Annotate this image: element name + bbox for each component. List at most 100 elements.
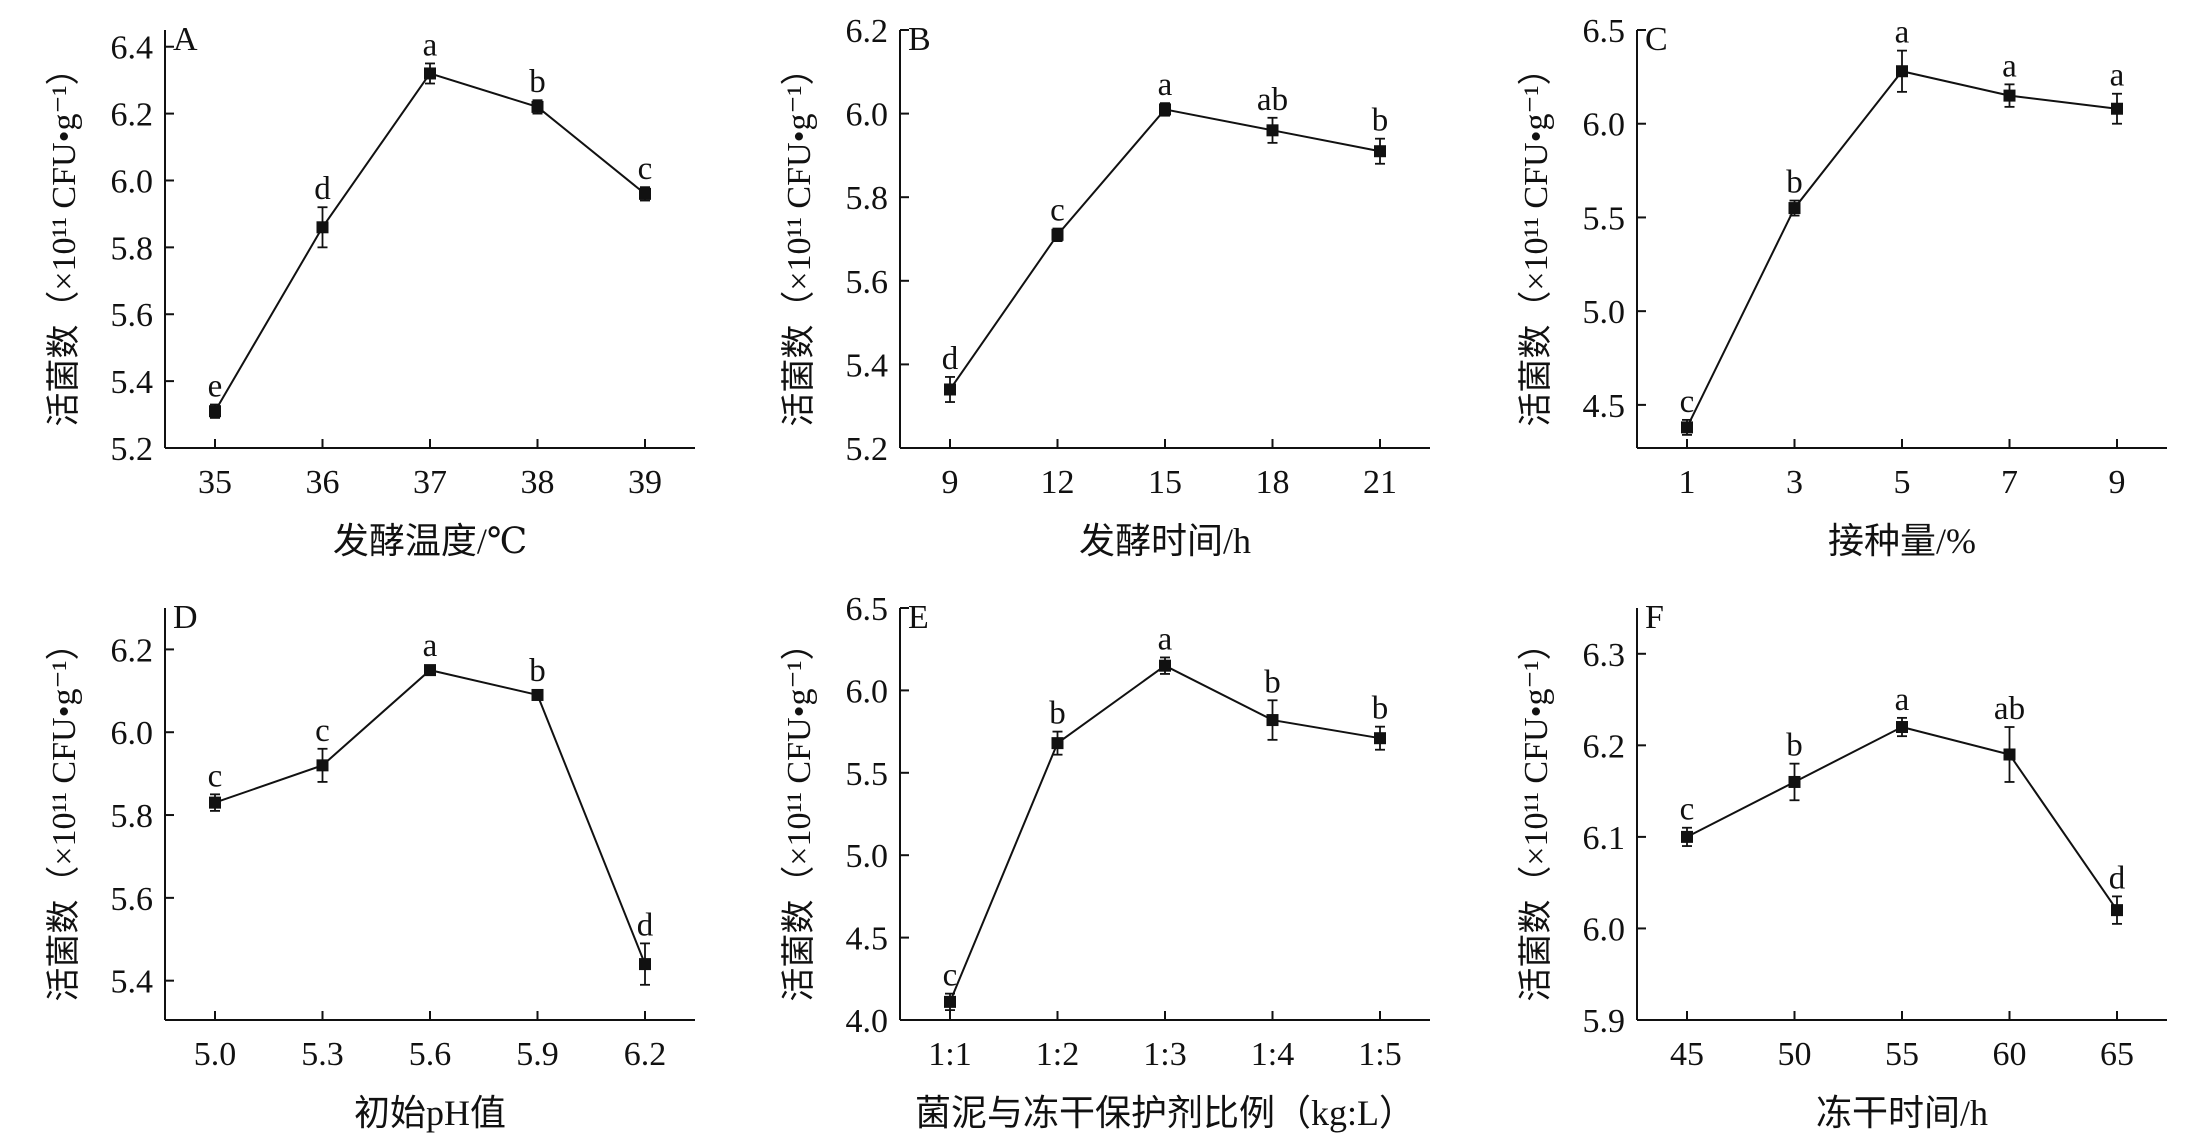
chart-b-xlabel: 发酵时间/h [1079,521,1251,561]
chart-c-data-point [1788,202,1801,215]
chart-d-ytick-label: 5.6 [111,881,154,918]
chart-f-ytick-label: 6.3 [1583,637,1626,674]
chart-d-xtick-label: 5.9 [516,1036,559,1073]
chart-c-data-point [2003,89,2016,102]
chart-f-ytick-label: 6.2 [1583,728,1626,765]
chart-a-sig-label: c [638,151,653,187]
chart-e-xtick-label: 1:2 [1036,1036,1079,1073]
chart-e-ytick-label: 6.0 [846,673,889,710]
chart-e-xtick-label: 1:5 [1358,1036,1401,1073]
chart-b-sig-label: d [942,341,959,377]
chart-b-data-point [1159,103,1171,116]
chart-b-xtick-label: 15 [1148,464,1182,501]
chart-a-ytick-label: 5.2 [111,431,154,468]
chart-f-xtick-label: 60 [1993,1036,2027,1073]
chart-e-ytick-label: 4.0 [846,1003,889,1040]
chart-a-data-point [639,187,651,200]
chart-e: 4.0 4.5 5.0 5.5 6.0 6.5 1:1 1:2 1:3 1:4 1:5 菌泥与冻干保护… [780,591,1430,1133]
chart-e-data-point [1266,714,1279,727]
chart-b-sig-label: a [1158,67,1173,103]
chart-b: 5.2 5.4 5.6 5.8 6.0 6.2 9 12 15 18 21 发酵时间/h 活菌数（×10… [780,13,1430,561]
chart-a-panel-letter: A [173,21,198,58]
chart-e-ytick-label: 5.5 [846,756,889,793]
chart-f-sig-label: a [1895,682,1910,718]
chart-e-data-point [1374,732,1386,745]
chart-a-sig-label: b [529,64,546,100]
chart-a-ytick-label: 5.8 [111,230,154,267]
chart-b-sig-label: b [1372,103,1389,139]
chart-d-ytick-label: 6.0 [111,715,154,752]
chart-e-series-line [949,664,1381,1003]
chart-d-sig-label: d [637,907,654,943]
chart-a-xtick-label: 35 [198,464,232,501]
chart-c-xlabel: 接种量/% [1828,521,1976,561]
chart-b-ytick-label: 5.4 [846,347,889,384]
chart-c-ylabel: 活菌数（×10¹¹ CFU•g⁻¹） [1517,51,1555,426]
chart-c-series-line [1686,70,2118,428]
chart-a-ylabel: 活菌数（×10¹¹ CFU•g⁻¹） [45,51,83,426]
chart-a-ytick-label: 5.4 [111,364,154,401]
chart-c-ytick-label: 4.5 [1583,388,1626,425]
chart-e-sig-label: c [943,958,958,994]
chart-f-xtick-label: 65 [2100,1036,2134,1073]
chart-e-sig-label: b [1049,696,1066,732]
chart-f-sig-label: d [2109,860,2126,896]
chart-a-xtick-label: 39 [628,464,662,501]
chart-b-panel-letter: B [908,21,931,58]
chart-e-data-point [944,995,956,1008]
chart-b-data-point [944,383,956,396]
chart-d-xtick-label: 5.3 [301,1036,344,1073]
chart-c: 4.5 5.0 5.5 6.0 6.5 1 3 5 7 9 接种量/% 活菌数（×10¹¹ CFU•g… [1517,13,2167,561]
chart-f-ytick-label: 6.1 [1583,820,1626,857]
chart-a-sig-label: d [314,171,331,207]
chart-c-xtick-label: 9 [2109,464,2126,501]
chart-b-ytick-label: 6.0 [846,97,889,134]
chart-e-xtick-label: 1:3 [1143,1036,1186,1073]
chart-d-ytick-label: 5.4 [111,964,154,1001]
chart-e-data-point [1051,737,1064,750]
chart-a-data-point [531,100,544,113]
chart-e-ytick-label: 5.0 [846,838,889,875]
chart-c-data-point [2111,102,2123,115]
chart-f-data-point [2111,904,2123,917]
chart-d-xlabel: 初始pH值 [354,1093,506,1133]
chart-c-sig-label: a [1895,15,1910,51]
chart-c-xtick-label: 1 [1679,464,1696,501]
chart-c-ytick-label: 5.5 [1583,200,1626,237]
chart-e-data-point [1159,659,1171,672]
chart-f-xtick-label: 55 [1885,1036,1919,1073]
chart-d-ytick-label: 5.8 [111,798,154,835]
chart-d-ylabel: 活菌数（×10¹¹ CFU•g⁻¹） [45,626,83,1001]
chart-f-ytick-label: 6.0 [1583,911,1626,948]
chart-a-ytick-label: 5.6 [111,297,154,334]
chart-d-xtick-label: 5.6 [409,1036,452,1073]
chart-f-data-point [1788,775,1801,788]
chart-d-series-line [214,669,646,965]
chart-f-xlabel: 冻干时间/h [1816,1093,1988,1133]
chart-b-series-line [949,108,1381,391]
chart-d-sig-label: c [315,713,330,749]
chart-e-ylabel: 活菌数（×10¹¹ CFU•g⁻¹） [780,626,818,1001]
chart-f-sig-label: ab [1994,691,2025,727]
chart-d-sig-label: c [208,758,223,794]
chart-d-data-point [531,688,544,701]
chart-d-data-point [209,796,221,809]
chart-e-sig-label: a [1158,621,1173,657]
chart-f-series-line [1686,725,2118,911]
chart-b-ylabel: 活菌数（×10¹¹ CFU•g⁻¹） [780,51,818,426]
chart-f: 5.9 6.0 6.1 6.2 6.3 45 50 55 60 65 冻干时间/h 活菌数（×10¹¹… [1517,599,2167,1133]
chart-d-data-point [639,958,651,971]
chart-e-ytick-label: 4.5 [846,921,889,958]
chart-c-ytick-label: 6.5 [1583,13,1626,50]
chart-a-data-point [209,405,221,418]
chart-a-sig-label: e [208,369,223,405]
chart-c-xtick-label: 7 [2001,464,2018,501]
chart-e-panel-letter: E [908,599,929,636]
chart-b-xtick-label: 12 [1041,464,1075,501]
chart-a-series-line [214,72,646,412]
chart-f-ylabel: 活菌数（×10¹¹ CFU•g⁻¹） [1517,626,1555,1001]
chart-e-ytick-label: 6.5 [846,591,889,628]
chart-f-ytick-label: 5.9 [1583,1003,1626,1040]
chart-e-sig-label: b [1264,664,1281,700]
